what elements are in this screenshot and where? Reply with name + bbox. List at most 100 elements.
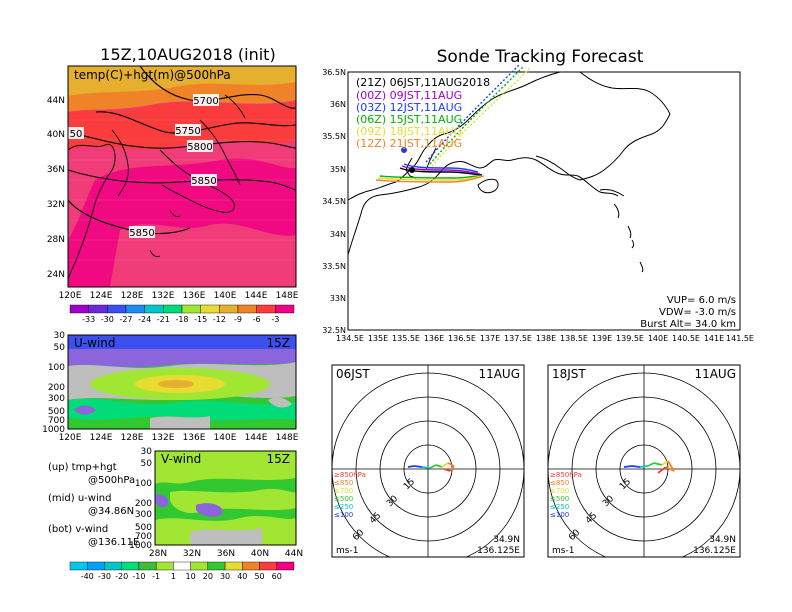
lon-label: 136.5E [448, 334, 476, 343]
level-legend-item: ≤500 [550, 495, 569, 503]
note-mid: (mid) u-wind [48, 493, 111, 504]
level-legend-item: ≤850 [334, 479, 353, 487]
vwind-level-labels: 30 50 100 200 300 500 700 1000 [129, 447, 152, 551]
lon-label: 132E [152, 291, 175, 301]
lon-label: 140.5E [672, 334, 700, 343]
uwind-panel: U-wind 15Z 30 50 100 200 300 500 700 100… [42, 331, 299, 443]
hodograph-time: 18JST [552, 367, 586, 381]
level-legend-item: ≤250 [550, 503, 569, 511]
contour-label-50: 50 [70, 129, 83, 140]
colorbar-swatch [224, 561, 243, 571]
hodograph-trace [623, 465, 633, 468]
lon-label: 124E [90, 291, 113, 301]
lat-label: 36N [330, 100, 346, 109]
vwind-patch [196, 503, 223, 517]
vwind-lat-labels: 28N 32N 36N 40N 44N [149, 549, 303, 559]
uwind-lower-band [68, 398, 296, 421]
note-up-level: @500hPa [88, 475, 135, 486]
level-label: 30 [54, 331, 66, 341]
hodograph-date: 11AUG [694, 367, 736, 381]
lon-label: 136E [183, 433, 206, 443]
lon-label: 136E [424, 334, 444, 343]
contour-label-5850-a: 5850 [191, 176, 216, 187]
colorbar-label: -3 [271, 315, 279, 324]
colorbar-label: -10 [132, 572, 145, 581]
hodograph-lat: 34.9N [493, 535, 520, 545]
lat-label: 33N [330, 294, 346, 303]
lon-label: 124E [90, 433, 113, 443]
lon-label: 141.5E [726, 334, 754, 343]
vwind-patch [155, 494, 169, 508]
lat-label: 40N [251, 549, 269, 559]
colorbar-label: -27 [119, 315, 132, 324]
colorbar-swatch [121, 561, 140, 571]
colorbar-swatch [163, 304, 183, 314]
level-label: 700 [135, 532, 152, 542]
vwind-frame [154, 450, 297, 546]
lat-label: 40N [47, 130, 65, 140]
launch-00z: (00Z) 09JST,11AUG [356, 89, 462, 102]
colorbar-swatch [69, 304, 89, 314]
colorbar-label: 40 [237, 572, 247, 581]
colorbar-label: 30 [220, 572, 230, 581]
hodograph-unit: ms-1 [336, 546, 358, 556]
uwind-time: 15Z [267, 336, 291, 350]
vwind-time: 15Z [267, 452, 291, 466]
map500-label: temp(C)+hgt(m)@500hPa [74, 68, 231, 82]
level-label: 1000 [42, 425, 65, 435]
track-params: VUP= 6.0 m/s VDW= -3.0 m/s Burst Alt= 34… [640, 295, 736, 330]
colorbar-swatch [87, 561, 105, 571]
launch-09z: (09Z) 18JST,11AUG [356, 125, 462, 138]
level-legend-item: ≤100 [334, 511, 353, 519]
lon-label: 135.5E [392, 334, 420, 343]
lat-label: 36N [47, 165, 65, 175]
level-label: 300 [135, 510, 152, 520]
left-title: 15Z,10AUG2018 (init) [100, 45, 275, 64]
lon-label: 139E [592, 334, 612, 343]
uwind-frame [67, 334, 297, 430]
map500-frame [67, 65, 297, 288]
colorbar-label: 20 [203, 572, 213, 581]
track-lon-labels: 134.5E 135E 135.5E 136E 136.5E 137E 137.… [336, 334, 754, 343]
uwind-surface-band [150, 416, 210, 429]
launch-header: (21Z) 06JST,11AUG2018 [356, 76, 490, 89]
lon-label: 140E [214, 291, 237, 301]
track-09z [377, 175, 483, 181]
lat-label: 32N [183, 549, 201, 559]
sonde-tracks [375, 63, 531, 183]
lon-label: 132E [152, 433, 175, 443]
launch-03z: (03Z) 12JST,11AUG [356, 101, 462, 114]
lon-label: 136E [183, 291, 206, 301]
hodograph-trace [639, 465, 649, 468]
hodograph-trace [413, 465, 423, 468]
hodograph-trace [667, 460, 675, 472]
lon-label: 137E [480, 334, 500, 343]
hodograph-trace [661, 460, 669, 466]
track-06z-ascent [429, 65, 525, 165]
level-label: 200 [48, 383, 65, 393]
lat-label: 36.5N [322, 68, 346, 77]
uwind-level-labels: 30 50 100 200 300 500 700 1000 [42, 331, 65, 435]
colorbar-label: -15 [194, 315, 207, 324]
colorbar-label: -6 [253, 315, 261, 324]
hodograph-trace [647, 462, 655, 467]
colorbar-swatch [275, 304, 295, 314]
level-label: 50 [141, 459, 153, 469]
colorbar-swatch [219, 304, 239, 314]
lat-label: 35.5N [322, 132, 346, 141]
colorbar-label: -21 [157, 315, 170, 324]
lat-label: 35N [330, 165, 346, 174]
uwind-jet-core [158, 380, 194, 388]
level-legend-item: ≤850 [550, 479, 569, 487]
level-legend-item: ≥850hPa [334, 471, 366, 479]
level-label: 50 [54, 343, 66, 353]
hodograph-trace [429, 464, 437, 469]
colorbar-swatch [259, 561, 277, 571]
colorbar-swatch [200, 304, 220, 314]
hodograph-trace [631, 465, 641, 468]
colorbar-label: -30 [98, 572, 111, 581]
colorbar-label: -40 [81, 572, 94, 581]
map500-lower-band [110, 223, 296, 287]
